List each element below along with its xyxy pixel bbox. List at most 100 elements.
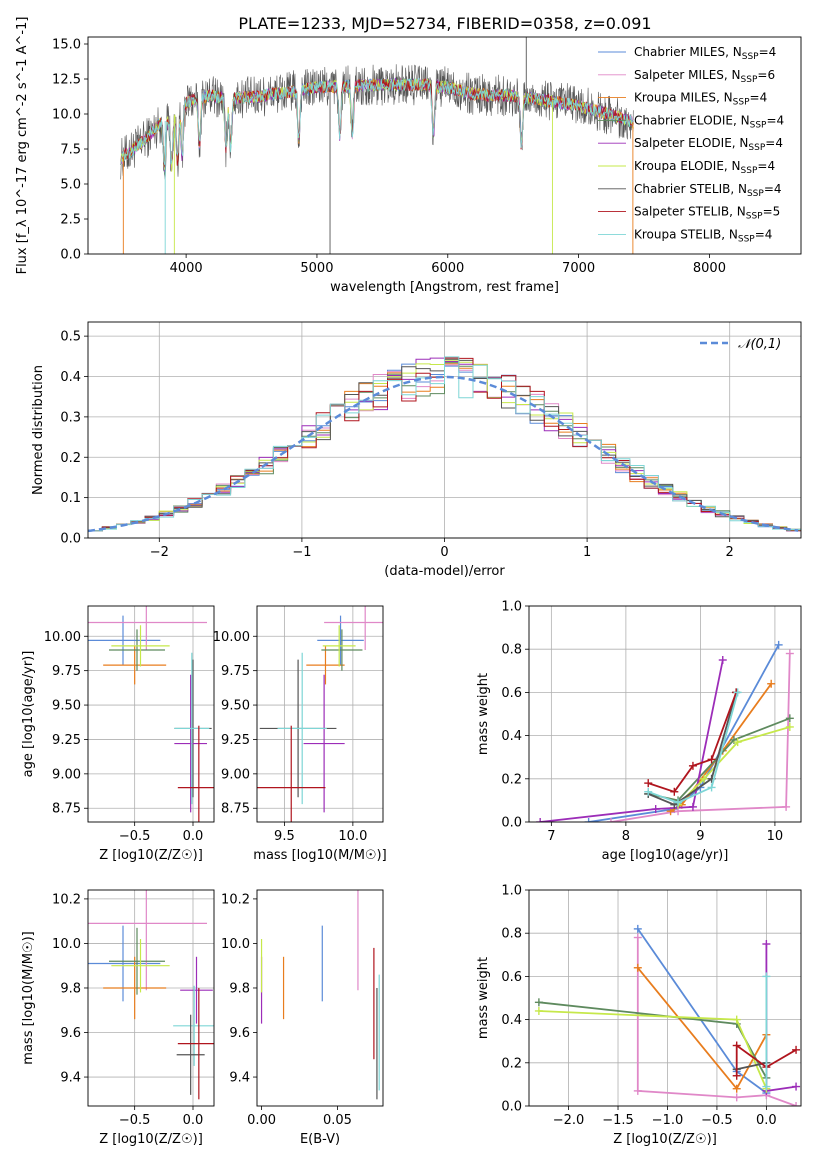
y-tick-label: 0.4 <box>60 370 81 385</box>
legend-text: Chabrier MILES, N <box>634 45 742 59</box>
y-axis-label: age [log10(age/yr)] <box>21 651 36 778</box>
weight-marker <box>670 787 679 796</box>
x-axis-label: wavelength [Angstrom, rest frame] <box>330 280 559 295</box>
weight-marker <box>792 1082 801 1091</box>
weight-marker <box>774 640 783 649</box>
x-tick-label: 5000 <box>300 261 333 276</box>
weight-series-line <box>637 967 768 1091</box>
legend-subscript: SSP <box>738 234 755 244</box>
x-tick-label: 0.00 <box>247 1113 276 1128</box>
axes-frame <box>528 605 802 823</box>
axes-frame <box>87 36 802 255</box>
plot-area-spectrum <box>120 37 634 254</box>
y-tick-label: 15.0 <box>52 38 81 53</box>
y-tick-label: 9.75 <box>221 664 250 679</box>
weight-marker <box>732 1084 741 1093</box>
y-tick-label: 0.2 <box>501 772 522 787</box>
legend-entry: 𝒩(0,1) <box>738 337 781 352</box>
y-tick-label: 9.00 <box>52 767 81 782</box>
y-tick-label: 12.5 <box>52 73 81 88</box>
legend-text: Chabrier STELIB, N <box>634 182 747 196</box>
plot-area-mass-vs-Z <box>88 890 214 1100</box>
y-tick-label: 10.2 <box>52 892 81 907</box>
weight-marker <box>782 802 791 811</box>
y-tick-label: 9.4 <box>229 1071 250 1086</box>
axes-frame <box>87 889 215 1107</box>
weight-marker <box>700 774 709 783</box>
legend-subscript: SSP <box>733 98 750 108</box>
y-tick-label: 0.3 <box>60 410 81 425</box>
y-tick-label: 10.0 <box>221 937 250 952</box>
y-tick-label: 9.50 <box>52 699 81 714</box>
y-tick-label: 9.25 <box>52 733 81 748</box>
legend-entry: Chabrier MILES, NSSP=4 <box>634 45 776 62</box>
weight-marker <box>732 1041 741 1050</box>
x-axis-label: Z [log10(Z/Z☉)] <box>99 848 203 863</box>
legend-text: =4 <box>757 159 775 173</box>
y-tick-label: 9.50 <box>221 699 250 714</box>
axes-mass-vs-Z: −0.5 0.0 9.4 9.6 9.8 10.0 10.2 Z [log10(Z/Z☉)] m… <box>21 889 215 1147</box>
y-axis-label: mass [log10(M/M☉)] <box>21 931 36 1064</box>
y-axis-label: mass weight <box>476 957 491 1039</box>
y-tick-label: 9.6 <box>229 1026 250 1041</box>
x-axis-label: E(B-V) <box>300 1132 340 1147</box>
legend-text: Kroupa ELODIE, N <box>634 159 741 173</box>
axes-age-vs-mass: 9.5 10.0 8.75 9.00 9.25 9.50 9.75 10.00 mass [lo… <box>213 605 387 863</box>
y-axis-label: Flux [f_λ 10^-17 erg cm^-2 s^-1 A^-1] <box>15 17 30 275</box>
weight-marker <box>785 649 794 658</box>
y-tick-label: 9.8 <box>229 981 250 996</box>
y-tick-label: 0.8 <box>501 927 522 942</box>
legend-subscript: SSP <box>750 120 767 130</box>
weight-marker <box>644 787 653 796</box>
axes-frame <box>256 605 384 823</box>
x-tick-label: −0.5 <box>119 829 151 844</box>
y-tick-label: 5.0 <box>60 178 81 193</box>
weight-series-line <box>610 653 791 822</box>
axes-frame <box>87 605 215 823</box>
x-tick-label: 7000 <box>562 261 595 276</box>
weight-series-line <box>735 1043 797 1076</box>
y-tick-label: 0.5 <box>60 330 81 345</box>
x-tick-label: −0.5 <box>701 1113 733 1128</box>
legend-text: =4 <box>765 136 783 150</box>
axes-residuals: −2 −1 0 1 2 0.0 0.1 0.2 0.3 0.4 0.5 (data-model)/er… <box>31 321 802 579</box>
axes-frame <box>256 889 384 1107</box>
x-tick-label: 0.05 <box>323 1113 352 1128</box>
weight-marker <box>707 783 716 792</box>
y-tick-label: 0.0 <box>501 816 522 831</box>
x-tick-label: 0.0 <box>756 1113 777 1128</box>
x-axis-label: age [log10(age/yr)] <box>602 848 729 863</box>
legend-text: =4 <box>759 45 777 59</box>
y-tick-label: 0.4 <box>501 1013 522 1028</box>
y-tick-label: 8.75 <box>52 802 81 817</box>
legend-text: =4 <box>750 91 768 105</box>
legend-text: =4 <box>766 113 784 127</box>
y-axis-label: Normed distribution <box>31 365 46 495</box>
legend-entry: Chabrier STELIB, NSSP=4 <box>634 182 782 199</box>
weight-series-line <box>647 692 739 804</box>
weight-marker <box>792 1045 801 1054</box>
histogram-series <box>88 356 801 532</box>
y-tick-label: 9.8 <box>60 981 81 996</box>
y-tick-label: 9.75 <box>52 664 81 679</box>
weight-marker <box>762 940 771 948</box>
weight-marker <box>534 998 543 1007</box>
legend-entry: Kroupa MILES, NSSP=4 <box>634 91 767 108</box>
y-tick-label: 10.2 <box>221 892 250 907</box>
y-axis-label: mass weight <box>476 673 491 755</box>
legend-text: =6 <box>757 68 775 82</box>
legend-entry: Kroupa ELODIE, NSSP=4 <box>634 159 775 176</box>
axes-weight-vs-Z: −2.0 −1.5 −1.0 −0.5 0.0 0.0 0.2 0.4 0.6 0.8 1.0 Z [… <box>476 884 802 1147</box>
y-tick-label: 1.0 <box>501 884 522 899</box>
legend-entry: Salpeter STELIB, NSSP=5 <box>634 205 780 222</box>
y-tick-label: 0.0 <box>60 532 81 547</box>
weight-series-line <box>647 692 738 793</box>
y-tick-label: 0.0 <box>501 1100 522 1115</box>
grid-age-vs-Z <box>88 606 214 822</box>
weight-marker <box>733 738 742 747</box>
x-tick-label: −1.0 <box>652 1113 684 1128</box>
x-axis-label: mass [log10(M/M☉)] <box>253 848 386 863</box>
y-tick-label: 9.6 <box>60 1026 81 1041</box>
legend-entry: Chabrier ELODIE, NSSP=4 <box>634 113 784 130</box>
legend-text: Chabrier ELODIE, N <box>634 113 750 127</box>
